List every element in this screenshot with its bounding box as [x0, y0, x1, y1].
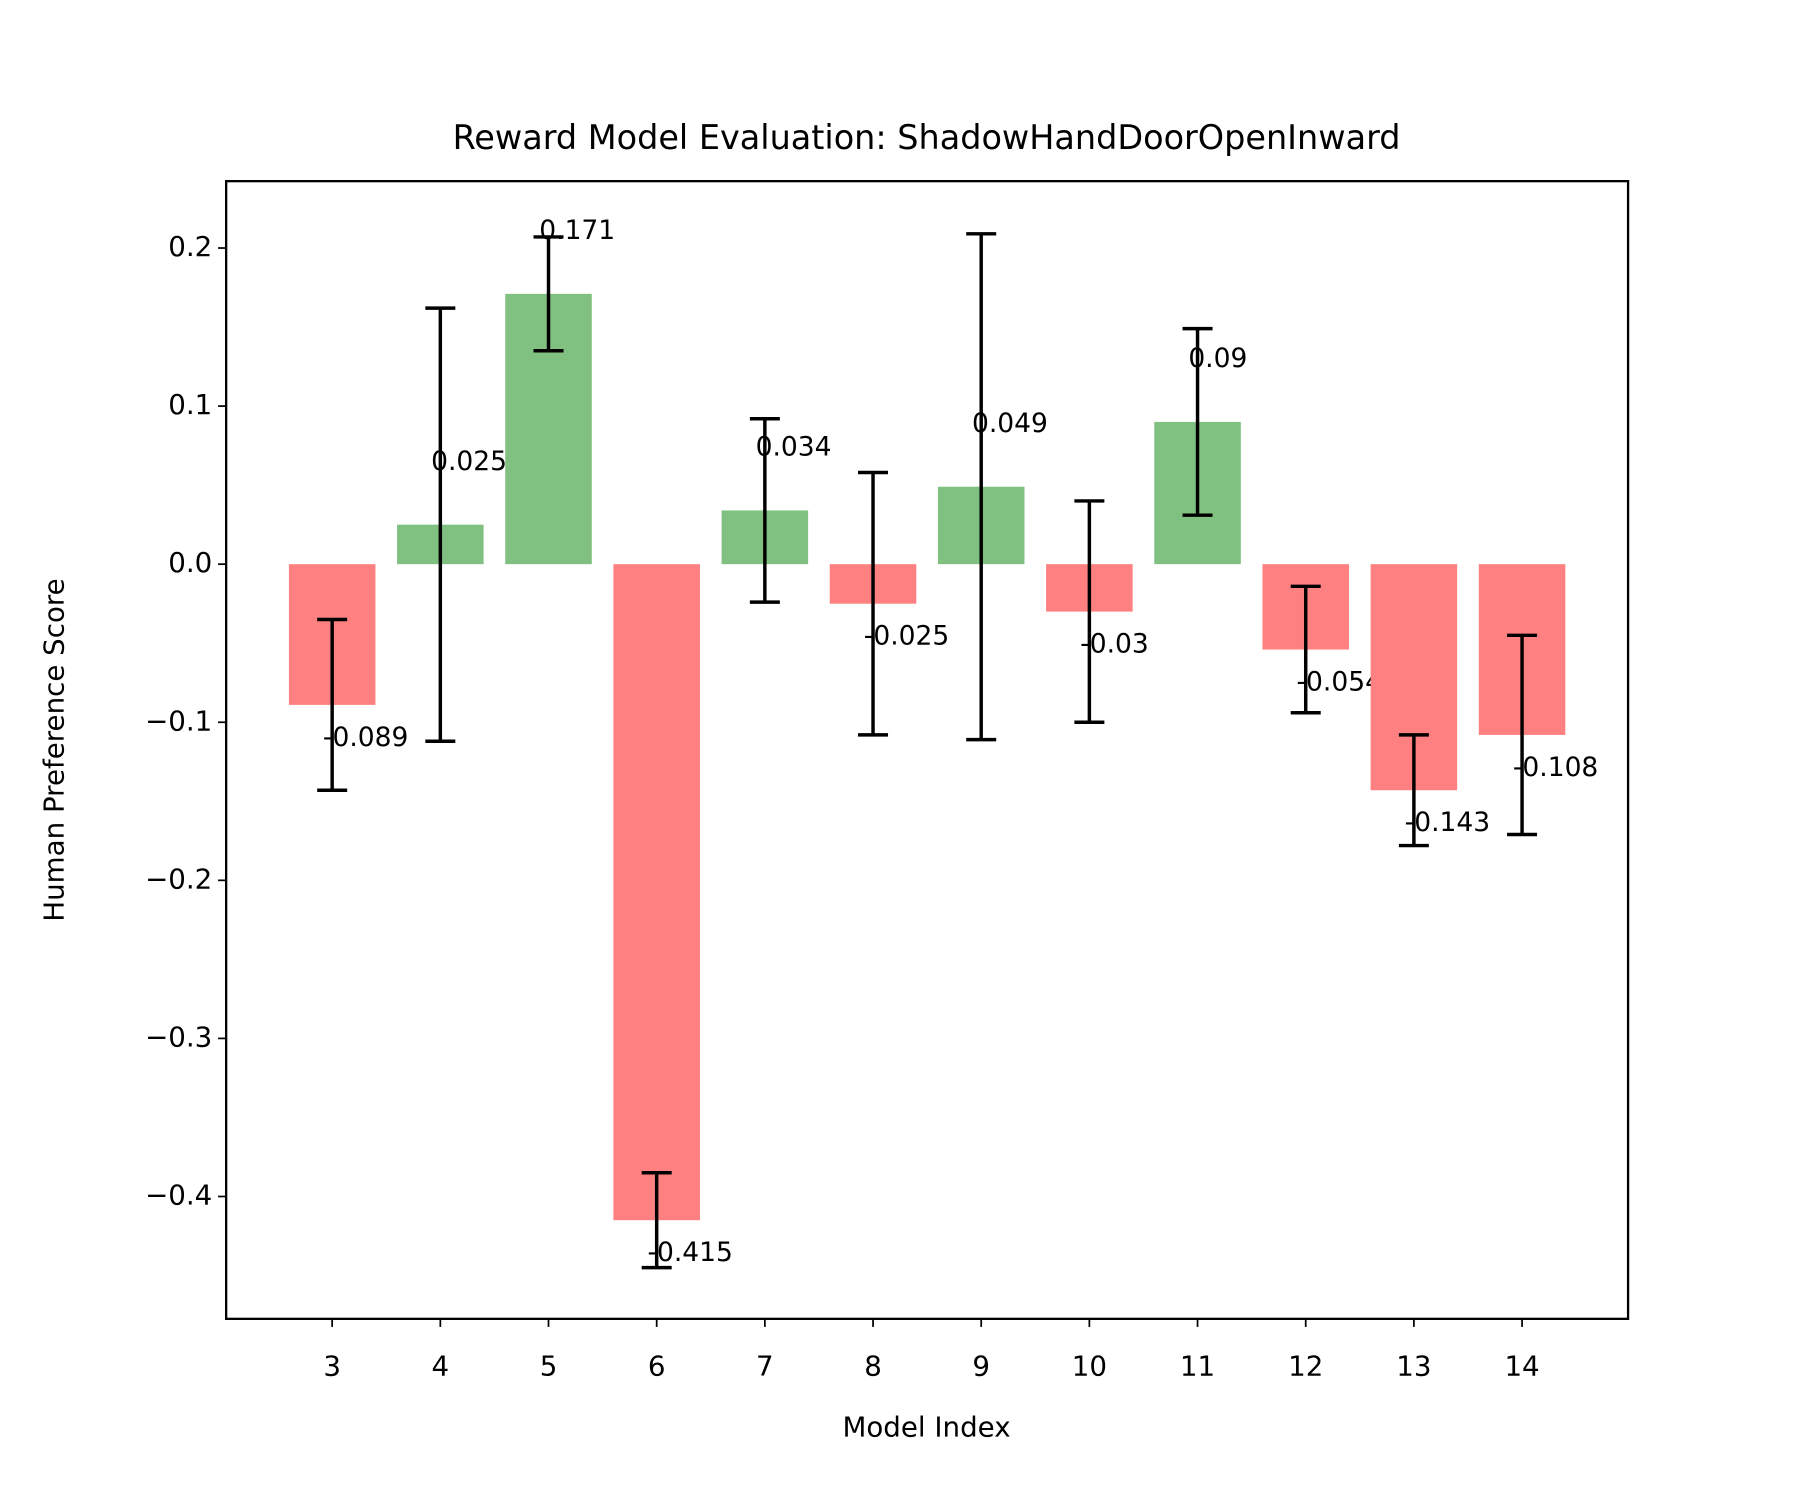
value-label: 0.09: [1188, 343, 1247, 374]
x-tick-label: 10: [1072, 1349, 1107, 1382]
y-tick-label: 0.2: [168, 230, 212, 263]
x-tick-label: 12: [1288, 1349, 1323, 1382]
value-label: -0.025: [864, 621, 949, 652]
x-tick-label: 8: [864, 1349, 882, 1382]
x-tick-label: 11: [1180, 1349, 1215, 1382]
value-label: -0.415: [647, 1237, 732, 1268]
x-tick-label: 5: [540, 1349, 558, 1382]
value-label: 0.034: [756, 432, 832, 463]
chart-title: Reward Model Evaluation: ShadowHandDoorO…: [453, 118, 1401, 157]
x-axis-label: Model Index: [842, 1410, 1010, 1443]
value-label: -0.108: [1513, 752, 1598, 783]
x-tick-label: 9: [972, 1349, 990, 1382]
x-tick-label: 4: [432, 1349, 450, 1382]
value-label: -0.089: [323, 722, 408, 753]
y-axis-label: Human Preference Score: [37, 578, 70, 921]
y-tick-label: −0.1: [145, 704, 212, 737]
y-tick-label: −0.2: [145, 862, 212, 895]
value-label: -0.143: [1405, 807, 1490, 838]
x-tick-label: 14: [1504, 1349, 1539, 1382]
plot-frame: [224, 179, 1630, 1320]
y-tick-label: 0.1: [168, 388, 212, 421]
x-tick-label: 3: [323, 1349, 341, 1382]
value-label: -0.03: [1080, 629, 1149, 660]
x-tick-label: 13: [1396, 1349, 1431, 1382]
x-tick-label: 6: [648, 1349, 666, 1382]
y-tick-label: 0.0: [168, 546, 212, 579]
value-label: 0.025: [431, 446, 507, 477]
value-label: -0.054: [1296, 667, 1381, 698]
value-label: 0.171: [539, 215, 615, 246]
x-tick-label: 7: [756, 1349, 774, 1382]
y-tick-label: −0.4: [145, 1178, 212, 1211]
bar: [613, 564, 700, 1221]
y-tick-label: −0.3: [145, 1020, 212, 1053]
value-label: 0.049: [972, 408, 1048, 439]
